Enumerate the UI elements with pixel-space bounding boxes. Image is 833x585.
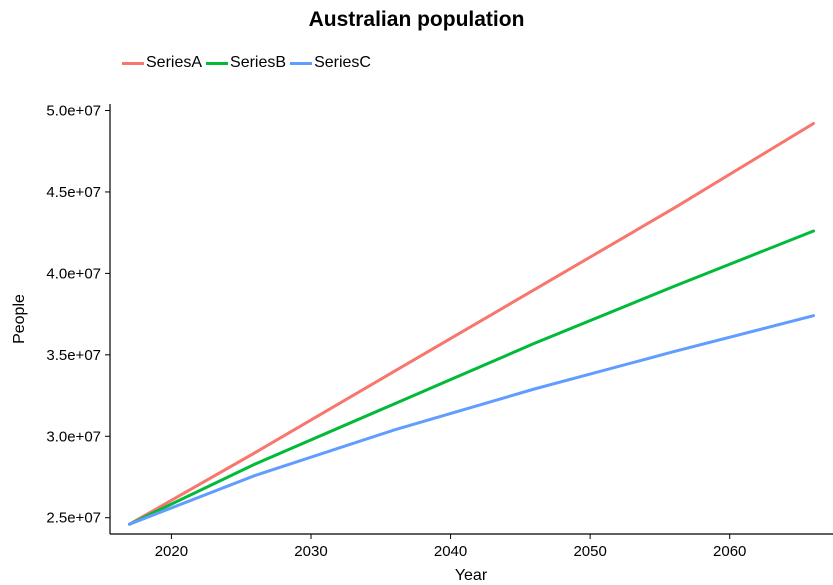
series-line-seriesc xyxy=(128,314,815,526)
x-axis-title: Year xyxy=(455,567,488,584)
x-tick-label: 2030 xyxy=(294,543,327,560)
series-line-seriesb xyxy=(128,229,815,526)
y-axis-title: People xyxy=(11,294,28,344)
legend-item-series-b: SeriesB xyxy=(206,54,286,72)
legend-key-series-b xyxy=(206,61,229,65)
x-tick-label: 2060 xyxy=(713,543,746,560)
x-tick-label: 2040 xyxy=(434,543,467,560)
legend: SeriesA SeriesB SeriesC xyxy=(122,54,375,72)
legend-label-series-a: SeriesA xyxy=(146,54,203,71)
legend-item-series-c: SeriesC xyxy=(290,54,371,72)
y-tick-label: 3.0e+07 xyxy=(46,428,101,445)
legend-label-series-b: SeriesB xyxy=(230,54,287,71)
y-tick-label: 4.0e+07 xyxy=(46,265,101,282)
x-tick-label: 2020 xyxy=(155,543,188,560)
y-axis-ticks: 2.5e+07 3.0e+07 3.5e+07 4.0e+07 4.5e+07 5.0e+… xyxy=(46,103,110,527)
chart-title: Australian population xyxy=(308,8,525,31)
y-tick-label: 5.0e+07 xyxy=(46,103,101,120)
series-lines xyxy=(128,122,815,526)
y-tick-label: 2.5e+07 xyxy=(46,510,101,527)
legend-key-series-a xyxy=(122,61,144,65)
legend-item-series-a: SeriesA xyxy=(122,54,202,72)
x-tick-label: 2050 xyxy=(573,543,606,560)
legend-label-series-c: SeriesC xyxy=(314,54,371,71)
series-line-seriesa xyxy=(128,122,815,526)
y-tick-label: 4.5e+07 xyxy=(46,184,101,201)
y-tick-label: 3.5e+07 xyxy=(46,347,101,364)
x-axis-ticks: 2020 2030 2040 2050 2060 xyxy=(155,534,746,560)
legend-key-series-c xyxy=(290,61,313,65)
